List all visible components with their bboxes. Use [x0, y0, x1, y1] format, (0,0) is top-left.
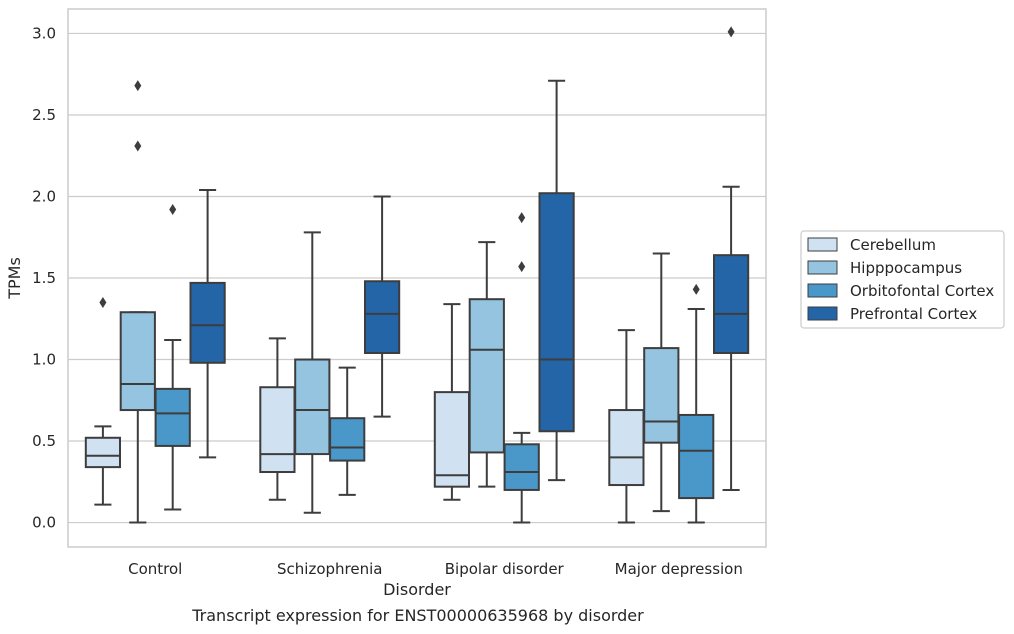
x-axis-title: Disorder — [383, 580, 451, 599]
box-iqr — [189, 281, 226, 364]
box-iqr — [119, 311, 156, 412]
y-tick-label: 2.0 — [32, 187, 56, 205]
x-tick-label: Bipolar disorder — [445, 560, 565, 578]
outlier-marker — [727, 26, 735, 38]
box-2-3 — [329, 366, 366, 496]
y-tick-label: 0.0 — [32, 514, 56, 532]
outlier-marker — [692, 283, 700, 295]
box-iqr — [678, 413, 715, 500]
box-3-3 — [503, 212, 540, 524]
x-tick-label: Schizophrenia — [277, 560, 382, 578]
plot-frame — [67, 8, 767, 548]
box-1-4 — [189, 188, 226, 459]
box-iqr — [363, 280, 401, 354]
y-tick-label: 1.5 — [32, 269, 56, 287]
box-3-1 — [433, 303, 471, 501]
box-3-2 — [468, 241, 505, 488]
legend-swatch — [807, 306, 838, 321]
box-4-3 — [678, 283, 715, 524]
outlier-marker — [518, 212, 526, 224]
legend-swatch — [807, 237, 838, 252]
outlier-marker — [518, 261, 526, 273]
legend: Cerebellum Hipppocampus Orbitofontal Corte… — [800, 230, 1005, 329]
legend-label: Orbitofontal Cortex — [850, 282, 994, 300]
legend-swatch — [807, 260, 838, 275]
legend-label: Cerebellum — [850, 236, 936, 254]
box-1-2 — [119, 80, 156, 524]
box-4-2 — [643, 252, 680, 513]
box-iqr — [503, 443, 540, 491]
box-iqr — [433, 391, 471, 488]
box-iqr — [329, 417, 366, 462]
legend-label: Prefrontal Cortex — [850, 305, 977, 323]
box-2-2 — [294, 231, 331, 514]
figure-caption: Transcript expression for ENST0000063596… — [192, 606, 644, 625]
box-4-1 — [608, 329, 645, 524]
y-tick-label: 3.0 — [32, 24, 56, 42]
box-2-1 — [259, 337, 296, 501]
box-1-1 — [84, 296, 122, 506]
legend-label: Hipppocampus — [850, 259, 962, 277]
box-iqr — [84, 436, 122, 469]
x-tick-label: Major depression — [615, 560, 743, 578]
box-4-4 — [712, 26, 750, 491]
legend-frame — [800, 230, 1005, 329]
box-iqr — [154, 387, 191, 447]
outlier-marker — [134, 140, 142, 152]
y-axis-title: TPMs — [5, 257, 24, 300]
box-iqr — [608, 409, 645, 487]
y-tick-label: 2.5 — [32, 106, 56, 124]
box-iqr — [538, 192, 575, 433]
y-tick-label: 0.5 — [32, 432, 56, 450]
box-iqr — [468, 298, 505, 454]
x-tick-label: Control — [128, 560, 182, 578]
outlier-marker — [169, 204, 177, 216]
box-iqr — [294, 358, 331, 456]
box-3-4 — [538, 79, 575, 482]
outlier-marker — [134, 80, 142, 92]
box-iqr — [643, 347, 680, 444]
box-iqr — [259, 386, 296, 474]
legend-swatch — [807, 283, 838, 298]
box-1-3 — [154, 204, 191, 511]
box-iqr — [712, 254, 750, 354]
box-2-4 — [363, 195, 401, 418]
y-tick-label: 1.0 — [32, 351, 56, 369]
outlier-marker — [99, 296, 107, 308]
